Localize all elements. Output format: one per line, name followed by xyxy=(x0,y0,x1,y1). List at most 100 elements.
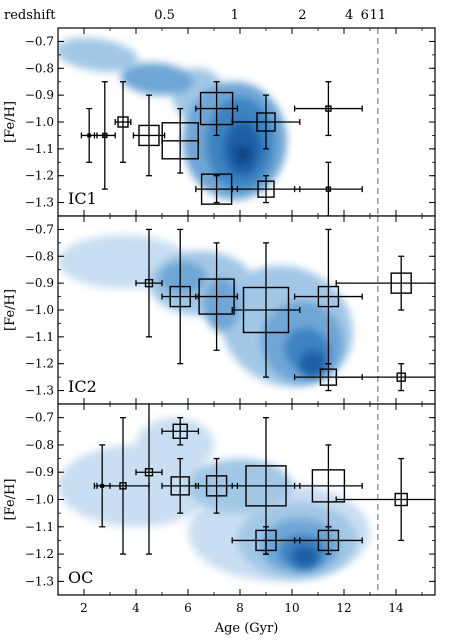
y-tick-label: −0.7 xyxy=(25,222,54,236)
data-point xyxy=(195,173,239,205)
marker xyxy=(198,278,235,315)
density-contour xyxy=(234,146,251,163)
y-tick-label: −1.3 xyxy=(25,196,54,210)
marker xyxy=(311,469,346,503)
marker xyxy=(390,272,412,294)
data-point xyxy=(335,363,435,392)
marker xyxy=(117,116,129,128)
data-point xyxy=(161,416,200,446)
y-tick-label: −1.0 xyxy=(25,115,54,129)
density-contour xyxy=(120,62,194,96)
data-point xyxy=(93,81,116,190)
data-point xyxy=(293,81,363,137)
data-point xyxy=(293,526,363,555)
top-axis-tick-label: 11 xyxy=(370,8,387,23)
data-point xyxy=(231,94,301,150)
panel-ic2: −0.7 −0.8 −0.9 −1.0 −1.1 −1.2 −1.3 IC2 [Fe/H] xyxy=(3,215,436,405)
marker xyxy=(161,122,199,160)
data-point xyxy=(293,161,363,216)
marker xyxy=(119,482,127,490)
x-tick-label: 12 xyxy=(336,601,351,615)
data-point xyxy=(231,526,301,555)
y-tick-label: −0.9 xyxy=(25,88,54,102)
density-contour xyxy=(203,277,240,332)
data-point xyxy=(114,81,132,163)
marker xyxy=(172,423,188,439)
density-contour xyxy=(58,37,139,72)
x-axis-label: Age (Gyr) xyxy=(214,621,279,636)
density-contours xyxy=(58,234,353,387)
panel-label: OC xyxy=(68,568,93,587)
data-point xyxy=(231,175,301,204)
top-axis-tick-label: 1 xyxy=(231,8,239,23)
data-point xyxy=(135,404,163,555)
x-tick-label: 4 xyxy=(132,601,140,615)
marker xyxy=(245,465,287,507)
top-axis-ticks: 0.5 1 2 4 6 11 xyxy=(154,8,386,23)
data-point xyxy=(231,242,301,378)
data-point xyxy=(195,81,239,137)
marker xyxy=(138,124,160,147)
y-tick-label: −1.1 xyxy=(25,142,54,156)
y-tick-label: −0.9 xyxy=(25,465,54,479)
marker xyxy=(394,492,408,507)
data-point xyxy=(335,255,435,311)
marker xyxy=(169,285,191,308)
x-tick-label: 14 xyxy=(388,601,404,615)
y-tick-label: −1.2 xyxy=(25,357,54,371)
marker xyxy=(325,186,332,192)
top-axis-tick-label: 4 xyxy=(345,8,353,23)
data-point xyxy=(161,228,200,365)
marker xyxy=(144,468,154,477)
density-contour xyxy=(159,261,207,294)
marker xyxy=(255,529,277,552)
marker xyxy=(205,475,228,497)
data-point xyxy=(132,94,166,177)
data-points xyxy=(93,404,435,555)
marker xyxy=(199,91,234,126)
y-axis-label: [Fe/H] xyxy=(3,101,18,143)
marker xyxy=(256,112,276,132)
data-point xyxy=(335,457,435,542)
panel-label: IC1 xyxy=(68,189,97,208)
panel-oc: −0.7 −0.8 −0.9 −1.0 −1.1 −1.2 −1.3 OC [Fe/H] xyxy=(3,403,436,596)
marker xyxy=(170,476,190,496)
density-contour xyxy=(136,417,214,473)
data-point xyxy=(161,457,200,514)
y-axis-label: [Fe/H] xyxy=(3,289,18,331)
y-tick-label: −1.3 xyxy=(25,574,54,588)
marker xyxy=(87,133,92,138)
y-tick-label: −0.7 xyxy=(25,411,54,425)
x-tick-label: 10 xyxy=(284,601,299,615)
data-points xyxy=(135,228,435,392)
y-tick-label: −1.1 xyxy=(25,520,54,534)
marker xyxy=(317,285,340,308)
data-point xyxy=(293,228,363,365)
data-point xyxy=(161,107,200,174)
data-point xyxy=(195,242,239,351)
marker xyxy=(317,529,340,552)
y-tick-label: −0.8 xyxy=(25,438,54,452)
y-tick-label: −1.0 xyxy=(25,303,54,317)
density-contours xyxy=(58,37,287,200)
y-tick-label: −0.9 xyxy=(25,276,54,290)
x-axis-ticks: 2 4 6 8 10 12 14 xyxy=(80,601,404,615)
y-tick-label: −0.7 xyxy=(25,34,54,48)
marker xyxy=(325,105,332,112)
density-contour xyxy=(292,545,318,568)
data-point xyxy=(293,444,363,528)
top-axis-label: redshift xyxy=(4,8,56,23)
marker xyxy=(102,132,108,139)
top-axis-tick-label: 2 xyxy=(298,8,306,23)
y-tick-label: −1.0 xyxy=(25,493,54,507)
density-contour xyxy=(299,350,326,378)
panel-ic1: −0.7 −0.8 −0.9 −1.0 −1.1 −1.2 −1.3 IC1 [Fe/H] xyxy=(3,27,436,217)
y-tick-label: −1.2 xyxy=(25,169,54,183)
data-points xyxy=(80,81,363,216)
x-tick-label: 6 xyxy=(184,601,192,615)
data-point xyxy=(135,228,163,338)
y-tick-label: −1.1 xyxy=(25,330,54,344)
panel-label: IC2 xyxy=(68,377,97,396)
marker xyxy=(242,286,290,334)
